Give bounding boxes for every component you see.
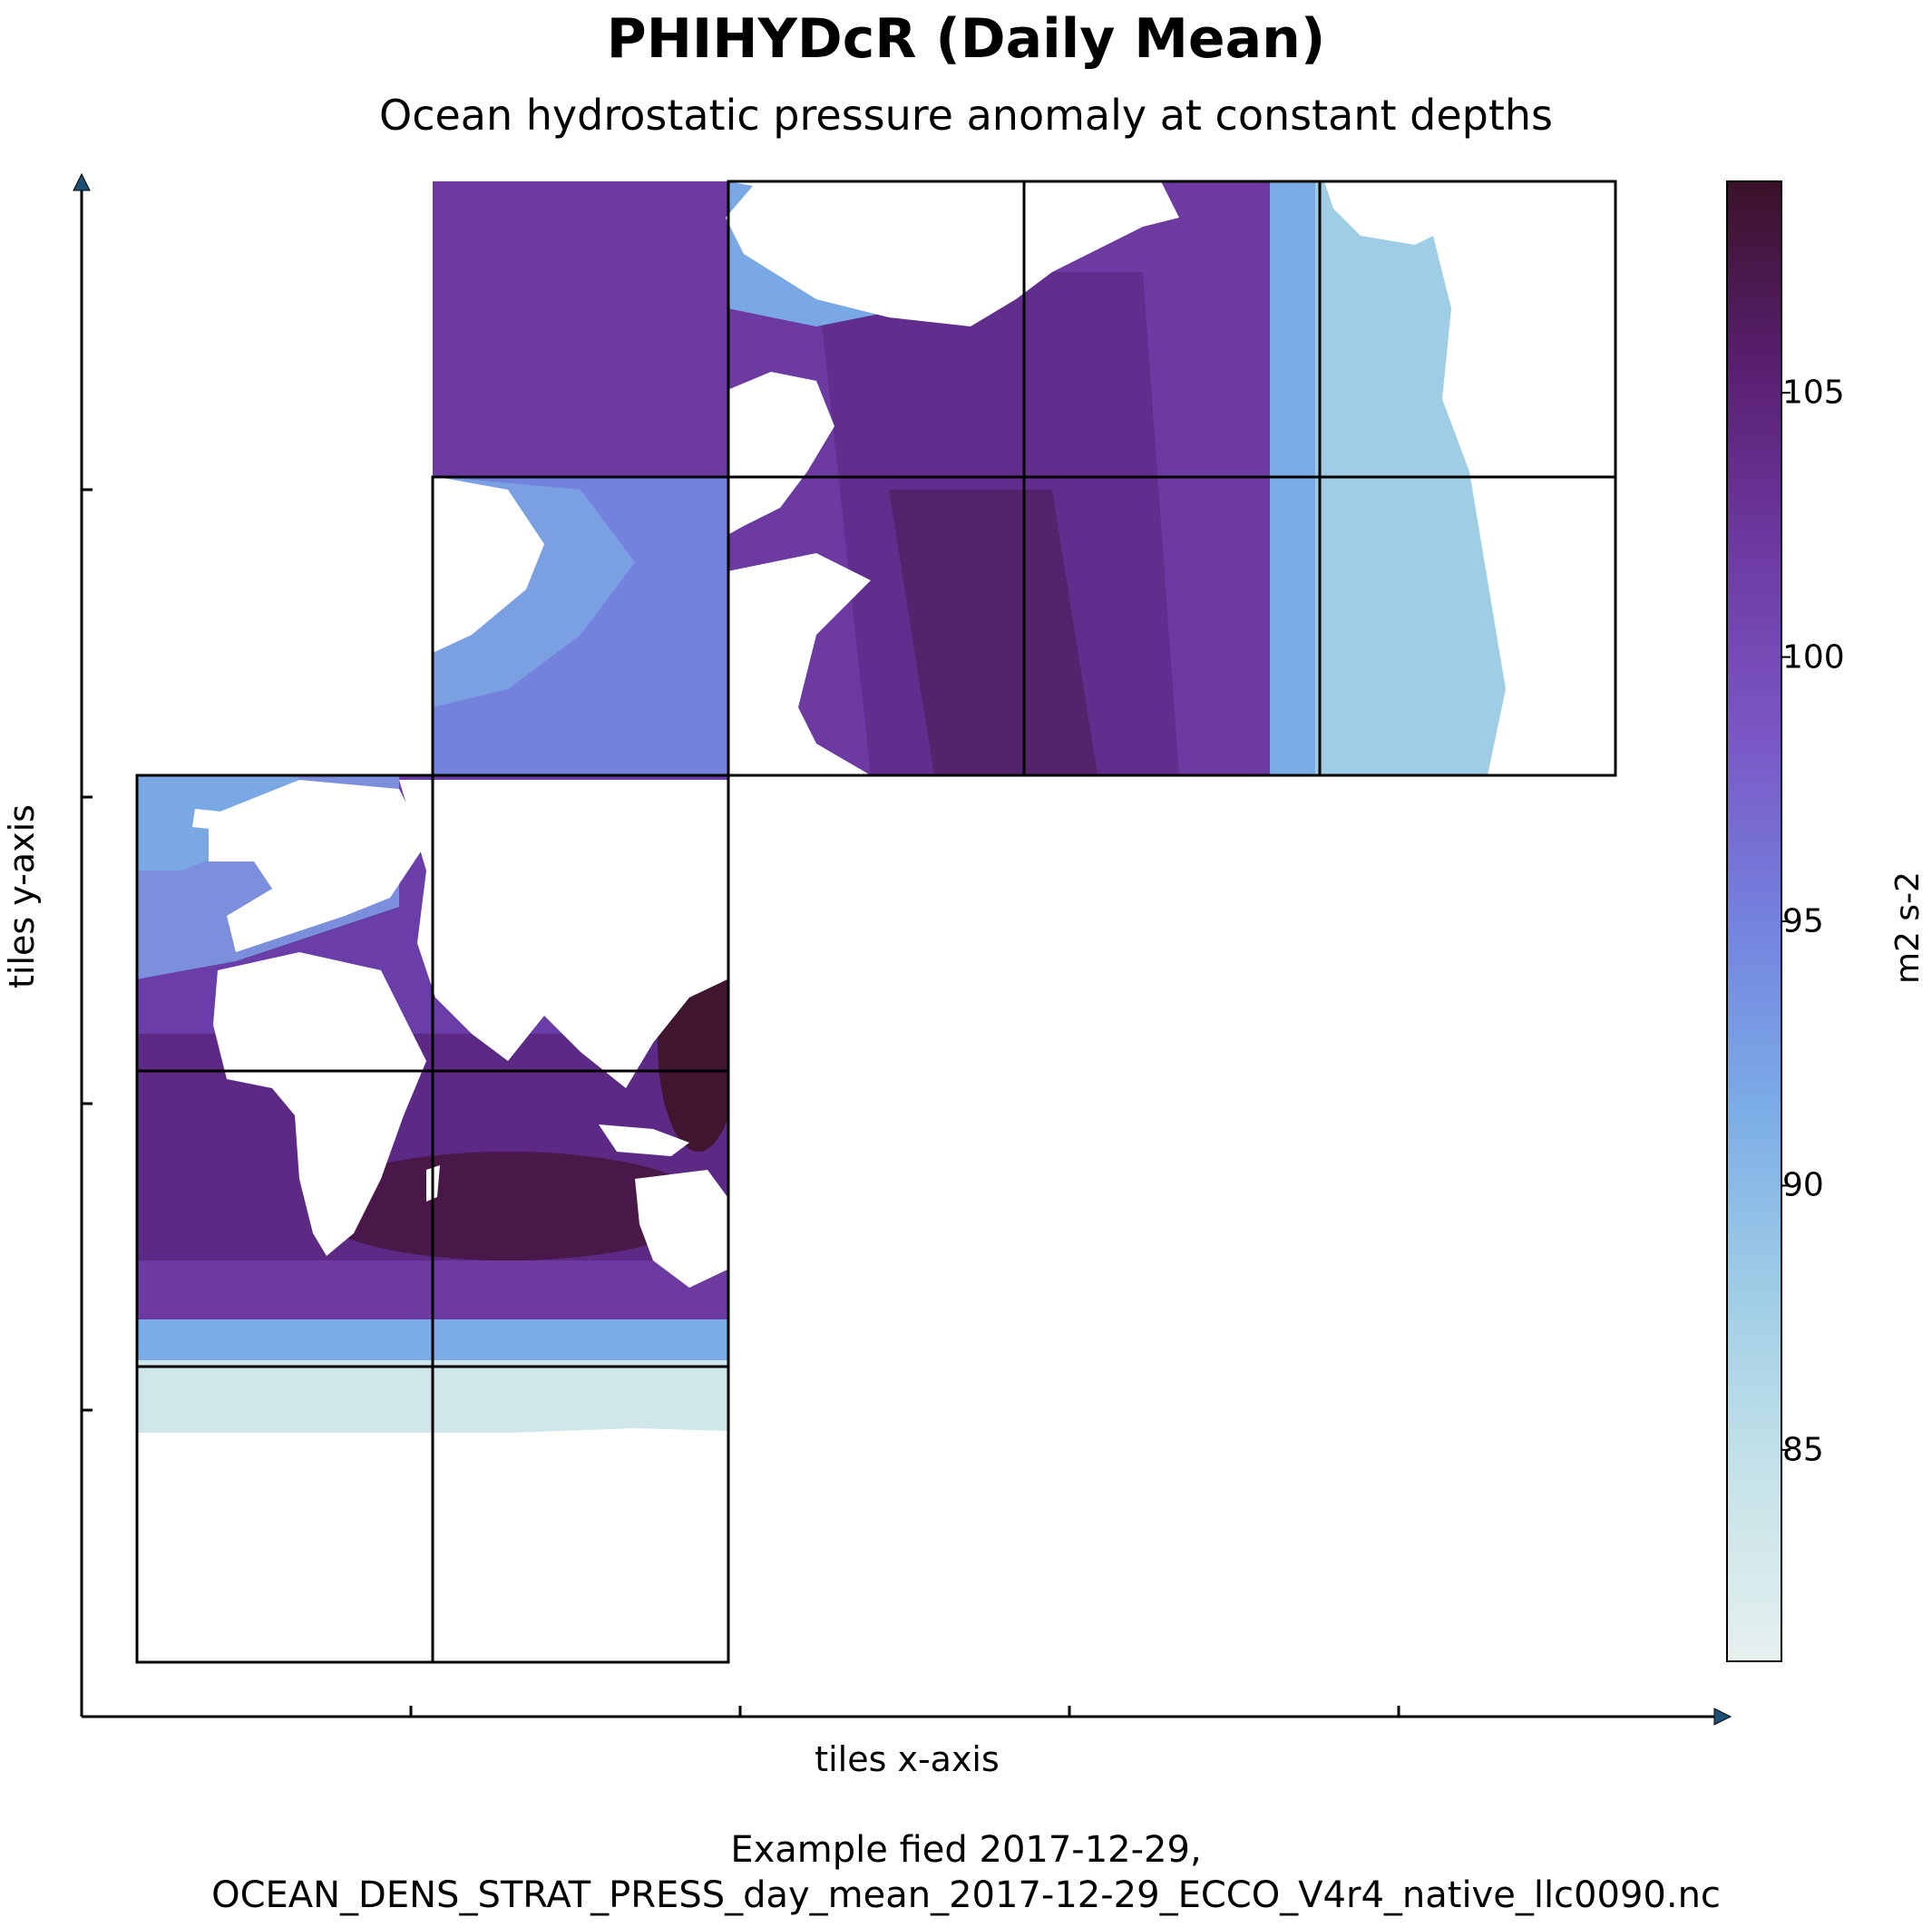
land-greenland-iceland [192, 809, 222, 830]
land-north-asia [726, 181, 1179, 326]
colorbar-tick-label: 95 [1782, 902, 1824, 940]
chart-subtitle: Ocean hydrostatic pressure anomaly at co… [378, 91, 1554, 140]
colorbar-label: m2 s-2 [1889, 871, 1927, 984]
caption-line-1: Example fied 2017-12-29, [730, 1829, 1202, 1871]
land-europe [209, 780, 426, 952]
chart-title: PHIHYDcR (Daily Mean) [606, 7, 1326, 71]
land-australia-upper [727, 372, 834, 535]
tile-boundary [1318, 475, 1617, 777]
colorbar-tick-label: 105 [1782, 374, 1845, 412]
x-ticks [409, 1706, 1400, 1717]
land-australia [635, 1170, 727, 1288]
land-east-asia [727, 553, 871, 775]
tile-grid-upper [431, 180, 1617, 777]
y-ticks [82, 488, 93, 1412]
y-axis-label: tiles y-axis [2, 804, 42, 988]
tile-grid-lower [135, 774, 730, 1664]
land-asia [399, 780, 727, 1088]
land-antarctica-upper [433, 476, 544, 653]
lower-facet [136, 775, 727, 1664]
colorbar-tick-label: 90 [1782, 1166, 1824, 1204]
ocean-field-indian-core [308, 1152, 707, 1260]
caption-line-2: OCEAN_DENS_STRAT_PRESS_day_mean_2017-12-… [211, 1874, 1721, 1916]
colorbar-tick-label: 100 [1782, 638, 1845, 676]
figure-caption: Example fied 2017-12-29, OCEAN_DENS_STRA… [0, 1827, 1932, 1918]
colorbar-tick-label: 85 [1782, 1431, 1824, 1469]
ocean-field-pacific-dark [816, 272, 1179, 775]
y-axis-arrow [73, 172, 91, 191]
x-axis-arrow [1713, 1708, 1732, 1726]
tile-boundary [431, 1365, 730, 1664]
colorbar-ticks [1781, 392, 1791, 1451]
land-maritime-continent [599, 1124, 689, 1156]
x-axis-label: tiles x-axis [815, 1739, 1000, 1779]
axes [80, 181, 1723, 1718]
land-alaska [1324, 181, 1469, 245]
land-africa [213, 952, 426, 1256]
colorbar [1726, 180, 1782, 1662]
